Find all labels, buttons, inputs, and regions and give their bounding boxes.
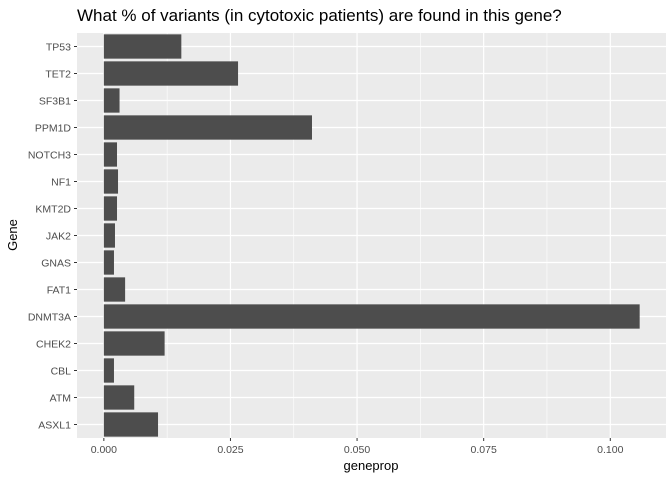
bar-gnas (103, 250, 114, 275)
x-axis-ticks: 0.000 0.025 0.050 0.075 0.100 (91, 438, 624, 456)
bar-cbl (103, 358, 114, 383)
y-tick-label-ppm1d: PPM1D (35, 122, 72, 134)
y-tick-label-chek2: CHEK2 (36, 338, 71, 350)
bar-jak2 (103, 223, 115, 248)
x-tick-label-0-000: 0.000 (91, 444, 117, 456)
bar-tp53 (103, 34, 182, 59)
x-axis-title: geneprop (344, 458, 399, 473)
bar-asxl1 (103, 412, 159, 437)
bar-nf1 (103, 169, 119, 194)
y-tick-label-gnas: GNAS (41, 257, 71, 269)
chart-title: What % of variants (in cytotoxic patient… (77, 6, 562, 25)
bar-notch3 (103, 142, 118, 167)
y-tick-label-jak2: JAK2 (46, 230, 71, 242)
y-tick-label-kmt2d: KMT2D (35, 203, 71, 215)
bar-sf3b1 (103, 88, 120, 113)
bar-fat1 (103, 277, 126, 302)
bar-ppm1d (103, 115, 312, 140)
x-tick-label-0-100: 0.100 (597, 444, 623, 456)
y-axis-title: Gene (5, 219, 20, 251)
y-tick-label-nf1: NF1 (51, 176, 71, 188)
x-tick-label-0-025: 0.025 (217, 444, 243, 456)
bar-kmt2d (103, 196, 118, 221)
bar-chek2 (103, 331, 165, 356)
y-tick-label-sf3b1: SF3B1 (39, 95, 71, 107)
bars (103, 34, 640, 437)
y-tick-label-tp53: TP53 (46, 41, 71, 53)
y-tick-label-atm: ATM (50, 392, 71, 404)
y-axis-ticks: TP53 TET2 SF3B1 PPM1D NOTCH3 NF1 KMT2D JAK2 GNAS… (28, 41, 77, 431)
bar-tet2 (103, 61, 239, 86)
y-tick-label-cbl: CBL (51, 365, 72, 377)
bar-dnmt3a (103, 304, 640, 329)
y-tick-label-fat1: FAT1 (47, 284, 71, 296)
x-tick-label-0-050: 0.050 (344, 444, 370, 456)
y-tick-label-dnmt3a: DNMT3A (28, 311, 71, 323)
bar-atm (103, 385, 135, 410)
y-tick-label-asxl1: ASXL1 (38, 419, 71, 431)
y-tick-label-tet2: TET2 (45, 68, 71, 80)
x-tick-label-0-075: 0.075 (471, 444, 497, 456)
y-tick-label-notch3: NOTCH3 (28, 149, 71, 161)
